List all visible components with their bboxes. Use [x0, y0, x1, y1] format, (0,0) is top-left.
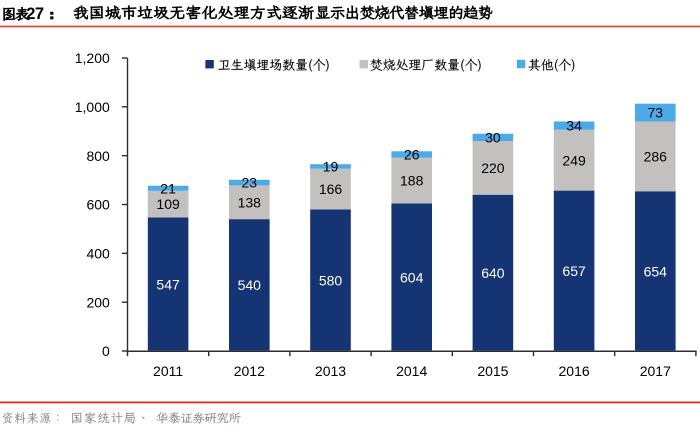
svg-text:800: 800 [86, 148, 110, 164]
svg-text:2011: 2011 [153, 363, 183, 379]
svg-text:2013: 2013 [315, 363, 346, 379]
svg-text:580: 580 [319, 272, 343, 288]
svg-text:27: 27 [26, 5, 44, 23]
svg-text:138: 138 [238, 194, 262, 210]
svg-text:654: 654 [644, 263, 668, 279]
svg-text:604: 604 [400, 269, 424, 285]
svg-text:21: 21 [160, 180, 176, 196]
svg-text:109: 109 [156, 196, 180, 212]
svg-text:220: 220 [481, 160, 505, 176]
svg-text:2012: 2012 [234, 363, 265, 379]
svg-text:73: 73 [648, 105, 664, 121]
svg-text:249: 249 [562, 152, 586, 168]
svg-text:200: 200 [86, 294, 110, 310]
svg-text:26: 26 [404, 147, 420, 163]
svg-text:166: 166 [319, 181, 343, 197]
svg-text:640: 640 [481, 265, 505, 281]
svg-text:400: 400 [86, 245, 110, 261]
svg-text:286: 286 [644, 149, 668, 165]
svg-text:23: 23 [242, 175, 258, 191]
svg-text:34: 34 [566, 118, 582, 134]
svg-text:540: 540 [238, 277, 262, 293]
svg-text:1,000: 1,000 [75, 99, 110, 115]
svg-text:547: 547 [156, 276, 180, 292]
svg-text:600: 600 [86, 197, 110, 213]
svg-text:2016: 2016 [559, 363, 590, 379]
svg-text:657: 657 [562, 263, 586, 279]
svg-text:0: 0 [102, 343, 110, 359]
svg-text:2017: 2017 [640, 363, 671, 379]
svg-text:2015: 2015 [477, 363, 508, 379]
svg-text:2014: 2014 [396, 363, 427, 379]
svg-text:19: 19 [323, 159, 339, 175]
svg-text:30: 30 [485, 130, 501, 146]
svg-text:188: 188 [400, 173, 424, 189]
svg-text:1,200: 1,200 [75, 50, 110, 66]
